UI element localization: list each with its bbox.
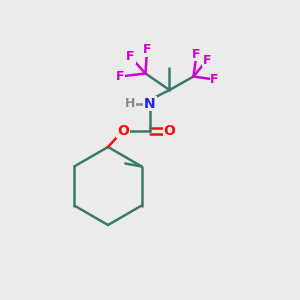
Text: O: O (117, 124, 129, 137)
Text: O: O (164, 124, 175, 137)
Text: N: N (144, 97, 156, 110)
Text: F: F (116, 70, 124, 83)
Text: F: F (192, 47, 201, 61)
Text: F: F (203, 53, 211, 67)
Text: H: H (125, 97, 136, 110)
Text: F: F (143, 43, 151, 56)
Text: F: F (210, 73, 219, 86)
Text: F: F (126, 50, 135, 64)
